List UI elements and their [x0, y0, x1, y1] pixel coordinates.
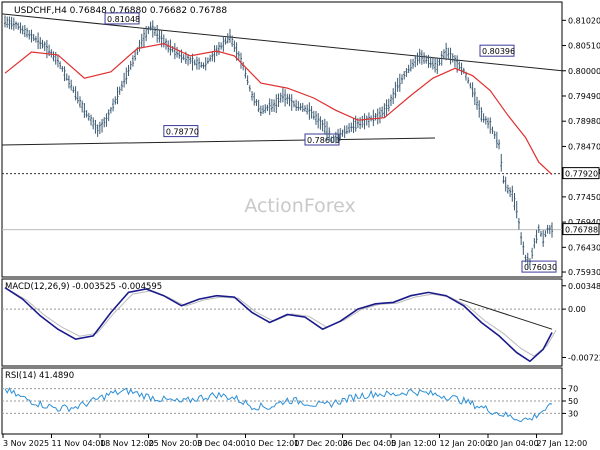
price-y-tick-label: 0.79490 — [568, 92, 600, 101]
rsi-line — [4, 387, 553, 423]
current-price-tag-label: 0.76788 — [565, 226, 598, 235]
upper-trendline — [1, 13, 563, 72]
price-y-tick-label: 0.81020 — [568, 16, 600, 25]
x-tick-label: 18 Nov 12:00 — [100, 439, 154, 448]
price-y-tick-label: 0.78980 — [568, 117, 600, 126]
macd-panel: MACD(12,26,9) -0.003525 -0.004595 0.0034… — [1, 278, 600, 367]
rsi-panel: RSI(14) 41.4890 70 50 30 — [1, 367, 578, 435]
level-tag-label: 0.77920 — [565, 170, 598, 179]
price-annotation-label: 0.80396 — [482, 47, 515, 56]
price-annotation-box — [304, 133, 340, 146]
macd-trendline — [459, 298, 553, 330]
x-tick-label: 12 Jan 20:00 — [440, 439, 491, 448]
price-y-tick-label: 0.75930 — [568, 268, 600, 277]
rsi-label: RSI(14) 41.4890 — [5, 371, 74, 381]
rsi-y-tick-label: 50 — [568, 397, 578, 406]
x-tick-label: 25 Nov 20:00 — [149, 439, 203, 448]
x-tick-label: 17 Dec 20:00 — [294, 439, 348, 448]
x-tick-label: 10 Dec 12:00 — [246, 439, 300, 448]
macd-label: MACD(12,26,9) -0.003525 -0.004595 — [5, 282, 162, 292]
price-y-tick-label: 0.78470 — [568, 142, 600, 151]
price-y-tick-label: 0.80000 — [568, 67, 600, 76]
x-tick-label: 27 Jan 12:00 — [537, 439, 588, 448]
macd-signal-line — [8, 289, 557, 357]
x-tick-label: 5 Jan 12:00 — [391, 439, 437, 448]
x-tick-label: 11 Nov 04:00 — [52, 439, 106, 448]
price-bars — [4, 15, 553, 270]
rsi-y-tick-label: 30 — [568, 409, 578, 418]
price-panel-frame — [1, 1, 563, 278]
price-annotation-box — [104, 12, 140, 25]
price-annotation-box — [479, 44, 515, 57]
x-tick-label: 3 Nov 2025 — [3, 439, 49, 448]
price-annotation-label: 0.78600 — [307, 136, 340, 145]
price-y-tick-label: 0.80510 — [568, 42, 600, 51]
x-tick-label: 3 Dec 04:00 — [197, 439, 246, 448]
watermark: ActionForex — [244, 195, 355, 217]
macd-y-tick-label: -0.007226 — [568, 353, 600, 362]
chart-header: USDCHF,H4 0.76848 0.76880 0.76682 0.7678… — [14, 6, 227, 16]
price-annotation-box — [163, 125, 199, 138]
macd-line — [4, 287, 553, 363]
rsi-y-tick-label: 70 — [568, 385, 578, 394]
macd-y-tick-label: 0.00 — [568, 305, 586, 314]
moving-average-line — [4, 42, 553, 176]
price-y-tick-label: 0.76940 — [568, 218, 600, 227]
price-annotation-box — [521, 260, 557, 273]
price-panel: USDCHF,H4 0.76848 0.76880 0.76682 0.7678… — [1, 1, 600, 278]
price-annotation-label: 0.76030 — [524, 263, 557, 272]
price-y-tick-label: 0.77450 — [568, 193, 600, 202]
price-annotation-label: 0.81048 — [107, 15, 140, 24]
level-tag-box — [562, 167, 600, 180]
macd-panel-frame — [1, 278, 563, 367]
price-annotation-label: 0.78770 — [166, 128, 199, 137]
price-y-tick-label: 0.76430 — [568, 243, 600, 252]
lower-trendline — [1, 137, 436, 146]
current-price-tag-box — [562, 223, 600, 236]
macd-y-tick-label: 0.003488 — [568, 282, 600, 291]
x-tick-label: 20 Jan 04:00 — [488, 439, 539, 448]
x-tick-label: 26 Dec 04:00 — [343, 439, 397, 448]
